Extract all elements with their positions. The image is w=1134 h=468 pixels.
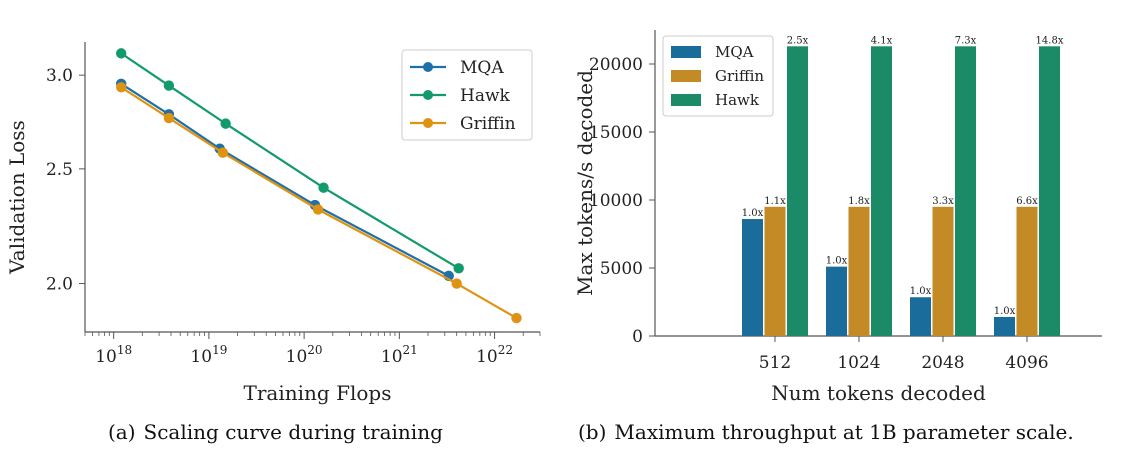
- chart-a-x-tick-base: 10: [381, 347, 403, 367]
- chart-b-bar-hawk: [1039, 46, 1060, 336]
- chart-b-legend-label: Hawk: [715, 91, 760, 109]
- chart-a-legend-label: Hawk: [460, 86, 511, 106]
- chart-b-bar-label: 1.0x: [994, 306, 1016, 317]
- chart-b-legend-label: MQA: [715, 43, 754, 61]
- chart-a-x-tick-base: 10: [286, 347, 308, 367]
- chart-b-legend-label: Griffin: [715, 67, 764, 85]
- chart-b-y-tick-label: 0: [632, 327, 643, 347]
- chart-b-bar-griffin: [1016, 206, 1038, 336]
- chart-a-series-griffin: [116, 82, 522, 324]
- chart-a-point: [511, 312, 522, 324]
- chart-a-x-tick-exp: 22: [498, 343, 513, 357]
- chart-a-x-tick-exp: 21: [403, 343, 418, 357]
- caption-a-text: Scaling curve during training: [143, 420, 443, 444]
- chart-b-bar-hawk: [955, 46, 976, 336]
- chart-a-x-tick-label: 1019: [190, 343, 227, 367]
- chart-a-x-tick-label: 1018: [95, 343, 132, 367]
- chart-a-legend-marker: [423, 62, 433, 72]
- chart-b-bar-label: 14.8x: [1036, 35, 1064, 46]
- chart-a-legend-box: [401, 49, 533, 141]
- chart-b-bar-mqa: [994, 316, 1015, 336]
- chart-a-legend-marker: [423, 118, 433, 128]
- chart-b-bar-griffin: [764, 206, 786, 336]
- chart-a-point: [220, 118, 231, 129]
- chart-b-bar-hawk: [787, 46, 808, 336]
- chart-b-bar-label: 7.3x: [955, 35, 977, 46]
- chart-b-legend-swatch: [671, 70, 701, 82]
- chart-b-legend: MQA Griffin Hawk: [662, 35, 774, 117]
- chart-b-y-tick-label: 20000: [589, 55, 643, 75]
- caption-b-tag: (b): [578, 420, 607, 444]
- chart-a-point: [163, 80, 175, 91]
- chart-b-x-tick-label: 2048: [921, 353, 964, 373]
- chart-b-bar-mqa: [826, 266, 847, 336]
- caption-a: (a) Scaling curve during training: [108, 420, 443, 444]
- chart-a-point: [217, 147, 229, 158]
- chart-a-point: [451, 278, 462, 289]
- chart-a-x-tick-base: 10: [476, 347, 498, 367]
- chart-b-bar-label: 2.5x: [787, 35, 809, 46]
- chart-b-x-tick-label: 512: [759, 353, 791, 373]
- chart-a-y-tick-label: 2.0: [46, 275, 73, 295]
- caption-a-tag: (a): [108, 420, 136, 444]
- chart-b-y-tick-label: 15000: [589, 123, 643, 143]
- chart-a-point: [453, 263, 464, 274]
- chart-a-legend-label: MQA: [460, 58, 504, 78]
- caption-b: (b) Maximum throughput at 1B parameter sc…: [578, 420, 1074, 444]
- chart-a-ylabel: Validation Loss: [5, 120, 29, 275]
- chart-a-point: [116, 48, 127, 59]
- chart-b-bar-label: 1.0x: [910, 286, 932, 297]
- chart-b-bar-label: 6.6x: [1016, 196, 1038, 207]
- chart-a-point: [116, 82, 127, 93]
- chart-b-bar-mqa: [742, 219, 763, 336]
- chart-b-bar-hawk: [871, 46, 892, 336]
- chart-a-point: [163, 112, 175, 124]
- chart-a-legend: MQA Hawk Griffin: [401, 49, 533, 141]
- chart-b-bar-label: 1.1x: [764, 196, 786, 207]
- chart-b-legend-swatch: [671, 46, 701, 58]
- chart-b-bar-label: 4.1x: [871, 35, 893, 46]
- chart-a-x-tick-label: 1020: [286, 343, 323, 367]
- chart-b-bar-label: 1.0x: [826, 256, 848, 267]
- chart-b-bar-griffin: [932, 206, 954, 336]
- chart-a-y-tick-label: 2.5: [46, 160, 73, 180]
- chart-a-line-griffin: [120, 86, 518, 320]
- chart-a-legend-label: Griffin: [460, 114, 516, 134]
- chart-b-legend-swatch: [671, 94, 701, 106]
- chart-a-xlabel: Training Flops: [244, 381, 392, 405]
- chart-a-y-tick-label: 3.0: [46, 66, 73, 86]
- chart-b-bar-griffin: [848, 206, 870, 336]
- chart-a-x-tick-base: 10: [190, 347, 212, 367]
- chart-a-point: [312, 204, 324, 215]
- caption-b-text: Maximum throughput at 1B parameter scale…: [614, 420, 1074, 444]
- chart-a-x-tick-label: 1021: [381, 343, 418, 367]
- chart-b-bar-label: 1.0x: [742, 208, 764, 219]
- chart-b-xlabel: Num tokens decoded: [771, 381, 986, 405]
- chart-a-x-tick-exp: 18: [117, 343, 132, 357]
- chart-b-bar-mqa: [910, 297, 931, 336]
- chart-b-y-tick-label: 5000: [600, 259, 643, 279]
- chart-a-legend-marker: [423, 90, 433, 100]
- chart-a-x-tick-exp: 20: [307, 343, 322, 357]
- chart-a-x-tick-base: 10: [95, 347, 117, 367]
- chart-b-ylabel: Max tokens/s decoded: [573, 70, 597, 296]
- chart-a-x-tick-label: 1022: [476, 343, 513, 367]
- chart-a-x-tick-exp: 19: [212, 343, 227, 357]
- chart-b-x-tick-label: 1024: [837, 353, 880, 373]
- chart-b-bar-label: 3.3x: [932, 196, 954, 207]
- chart-b-bar-label: 1.8x: [848, 196, 870, 207]
- chart-b: 050001000015000200005121.0x1.1x2.5x10241…: [573, 30, 1102, 405]
- chart-a-series-hawk: [116, 48, 464, 274]
- chart-b-y-tick-label: 10000: [589, 191, 643, 211]
- chart-b-x-tick-label: 4096: [1005, 353, 1048, 373]
- chart-a-point: [318, 182, 329, 193]
